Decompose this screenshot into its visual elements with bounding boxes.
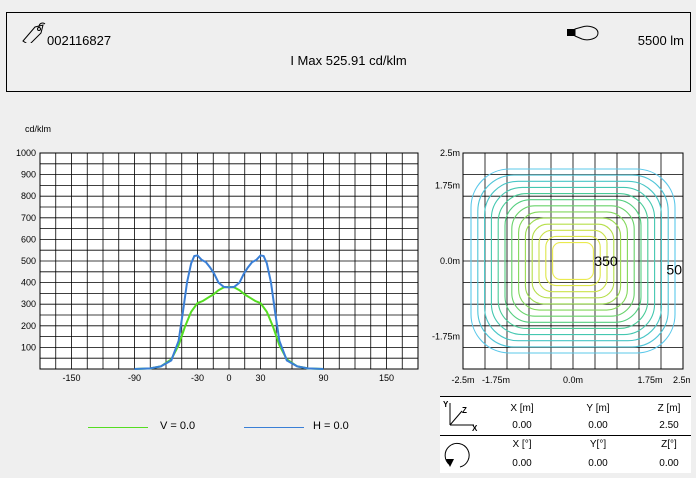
contour-level [504,199,642,323]
isolux-chart: 2.5m 1.75m 0.0m -1.75m -2.5m -1.75m 0.0m 1.75m 2… [432,148,690,385]
contour-x-tick: 2.5m [673,375,690,385]
header-z-m: Z [m] [657,403,681,414]
y-tick-label: 1000 [16,148,36,158]
y-tick-label: 200 [21,321,36,331]
contour-level [470,168,676,354]
y-tick-label: 400 [21,278,36,288]
y-tick-label: 100 [21,342,36,352]
contour-annotation: 350 [594,253,618,269]
x-tick-label: 150 [379,373,394,383]
y-tick-label: 800 [21,191,36,201]
contour-x-tick: 1.75m [637,375,662,385]
contour-level [518,211,628,311]
legend-swatch-v [88,427,148,428]
header-y-m: Y [m] [586,403,610,414]
legend-label-h: H = 0.0 [313,420,349,432]
value-y-m: 0.00 [588,420,608,431]
x-tick-label: 90 [318,373,328,383]
y-unit-label: cd/klm [25,124,52,134]
axis-z-label: Z [462,406,467,415]
lamp-icon [567,25,599,41]
contour-y-tick: 0.0m [440,256,460,266]
article-number: 002116827 [47,33,112,48]
x-tick-label: -90 [128,373,141,383]
y-tick-label: 300 [21,299,36,309]
contour-level [524,217,622,305]
y-tick-label: 600 [21,234,36,244]
contour-y-tick: 2.5m [440,148,460,158]
header-x-deg: X [°] [512,439,532,450]
header-z-deg: Z[°] [661,439,677,450]
contour-x-tick: 0.0m [563,375,583,385]
header-panel: 002116827 5500 lm I Max 525.91 cd/klm [6,12,691,92]
axis-icon: Y Z X [443,400,478,433]
y-tick-label: 900 [21,170,36,180]
coordinates-table: Y Z X X [m] Y [m] Z [m] 0.00 0.00 2.50 X… [440,396,691,473]
value-x-deg: 0.00 [512,458,532,469]
contour-x-tick: -2.5m [451,375,474,385]
contour-level [531,223,615,299]
rotation-icon [444,442,470,468]
contour-level [477,174,669,348]
contour-level [511,205,635,317]
y-tick-label: 500 [21,256,36,266]
header-x-m: X [m] [510,403,534,414]
tag-icon [22,22,46,43]
table-divider [440,435,691,436]
value-z-m: 2.50 [659,420,679,431]
contour-level [552,242,594,280]
contour-annotation: 50 [666,262,682,278]
x-tick-label: -150 [62,373,80,383]
y-tick-label: 700 [21,213,36,223]
contour-level [545,235,601,287]
contour-level [497,192,649,330]
contour-x-tick: -1.75m [482,375,510,385]
value-x-m: 0.00 [512,420,532,431]
contour-level [484,180,662,342]
axis-y-label: Y [443,400,449,409]
series-line-h [134,254,324,370]
axis-x-label: X [472,424,478,433]
x-tick-label: 30 [255,373,265,383]
legend-swatch-h [244,427,304,428]
contour-y-tick: 1.75m [435,180,460,190]
header-y-deg: Y[°] [589,439,607,450]
contour-y-tick: -1.75m [432,332,460,342]
contour-level [538,229,608,293]
legend-label-v: V = 0.0 [160,420,196,432]
x-tick-label: 0 [226,373,231,383]
luminous-flux: 5500 lm [637,33,684,48]
value-y-deg: 0.00 [588,458,608,469]
imax-label: I Max 525.91 cd/klm [290,53,407,68]
x-tick-label: -30 [191,373,204,383]
value-z-deg: 0.00 [659,458,679,469]
contour-level [490,186,656,336]
